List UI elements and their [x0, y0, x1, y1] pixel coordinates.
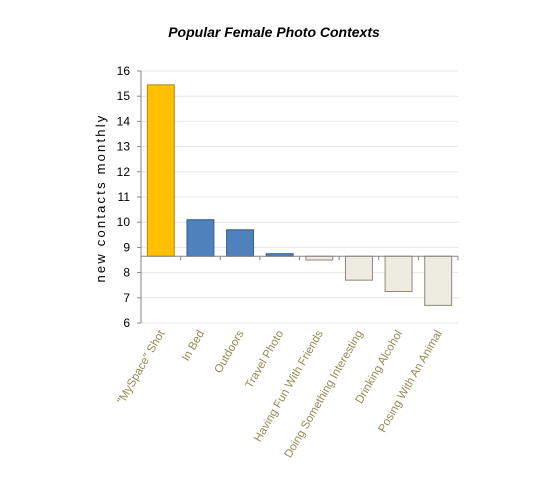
x-tick-label: Travel Photo	[244, 329, 287, 391]
axes	[137, 70, 459, 324]
x-tick-label: Having Fun With Friends	[252, 328, 326, 444]
x-tick-label: Outdoors	[213, 328, 247, 375]
x-tick-label: In Bed	[180, 329, 207, 364]
y-tick-label: 14	[117, 114, 131, 128]
bar	[305, 255, 334, 261]
y-tick-label: 13	[117, 140, 131, 154]
y-tick-label: 12	[117, 165, 131, 179]
y-tick-label: 11	[118, 190, 131, 204]
bar	[226, 229, 255, 257]
bar	[344, 255, 373, 281]
y-tick-label: 7	[123, 291, 130, 305]
y-tick-label: 6	[123, 316, 130, 330]
y-tick-label: 10	[117, 215, 131, 229]
y-axis-label: new contacts monthly	[93, 113, 108, 282]
x-tick-label: Doing Something Interesting	[283, 329, 366, 461]
y-tick-label: 16	[117, 64, 131, 78]
bars	[146, 84, 453, 306]
y-tick-label: 8	[123, 266, 130, 280]
gridlines	[141, 70, 458, 324]
bar	[186, 219, 215, 257]
bar	[384, 255, 413, 292]
x-tick-label: "MySpace" Shot	[116, 328, 168, 407]
y-tick-label: 15	[117, 89, 131, 103]
y-tick-labels: 6 7 8 9 10 11 12 13 14 15 16	[117, 64, 131, 330]
chart-title: Popular Female Photo Contexts	[168, 24, 380, 40]
y-tick-label: 9	[123, 240, 130, 254]
bar	[146, 84, 175, 257]
bar	[424, 255, 453, 306]
